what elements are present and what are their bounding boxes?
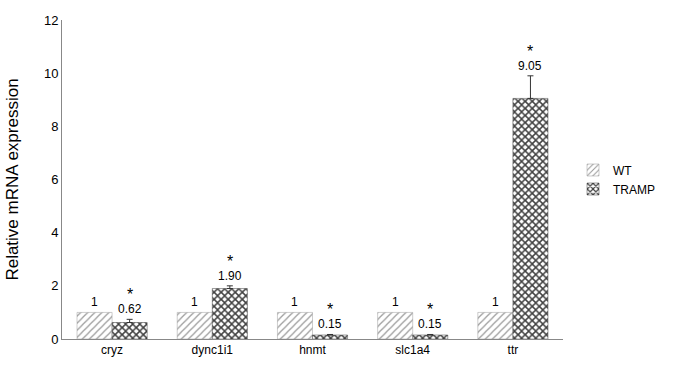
svg-text:9.05: 9.05: [518, 59, 542, 73]
svg-text:1: 1: [392, 295, 399, 309]
svg-text:1: 1: [291, 295, 298, 309]
svg-text:cryz: cryz: [101, 343, 123, 357]
svg-text:*: *: [527, 43, 533, 60]
svg-text:12: 12: [44, 13, 58, 28]
svg-text:Relative mRNA expression: Relative mRNA expression: [3, 78, 22, 280]
svg-text:0.15: 0.15: [318, 317, 342, 331]
svg-text:TRAMP: TRAMP: [613, 183, 655, 197]
svg-text:*: *: [327, 301, 333, 318]
svg-text:1.90: 1.90: [218, 269, 242, 283]
svg-text:0.62: 0.62: [118, 302, 142, 316]
svg-text:WT: WT: [613, 164, 632, 178]
svg-text:*: *: [127, 286, 133, 303]
svg-text:*: *: [427, 301, 433, 318]
svg-text:0.15: 0.15: [418, 317, 442, 331]
svg-text:8: 8: [51, 119, 58, 134]
svg-text:1: 1: [91, 295, 98, 309]
svg-text:6: 6: [51, 172, 58, 187]
svg-text:dync1i1: dync1i1: [192, 343, 234, 357]
svg-text:slc1a4: slc1a4: [395, 343, 430, 357]
svg-text:*: *: [227, 253, 233, 270]
svg-text:2: 2: [51, 278, 58, 293]
svg-text:ttr: ttr: [508, 343, 519, 357]
svg-text:hnmt: hnmt: [299, 343, 326, 357]
svg-text:1: 1: [492, 295, 499, 309]
svg-text:4: 4: [51, 225, 58, 240]
svg-text:0: 0: [51, 332, 58, 347]
svg-text:10: 10: [44, 66, 58, 81]
svg-text:1: 1: [191, 295, 198, 309]
